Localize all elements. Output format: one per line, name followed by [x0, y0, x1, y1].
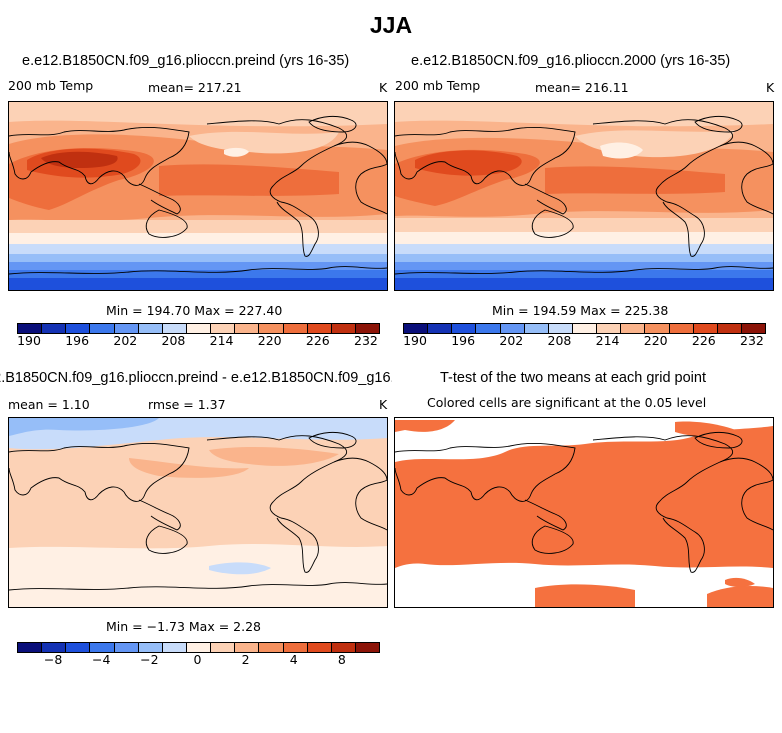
- colorbar-tick-label: −8: [43, 652, 63, 667]
- colorbar-swatch: [451, 324, 476, 333]
- coastlines: [9, 431, 387, 591]
- panel-title-diff-clip: e.e12.B1850CN.f09_g16.plioccn.preind - e…: [0, 370, 392, 390]
- colorbar-tick-label: 196: [65, 333, 90, 348]
- colorbar-swatch: [113, 324, 138, 333]
- colorbar-swatch: [18, 643, 42, 652]
- colorbar-2000: [403, 323, 766, 334]
- colorbar-swatch: [161, 324, 186, 333]
- colorbar-swatch: [65, 324, 90, 333]
- colorbar-tick-label: 202: [499, 333, 524, 348]
- colorbar-diff: [17, 642, 380, 653]
- units-label-diff: K: [379, 397, 388, 412]
- colorbar-swatch: [692, 324, 717, 333]
- colorbar-swatch: [427, 324, 452, 333]
- colorbar-swatch: [523, 324, 548, 333]
- colorbar-swatch: [137, 643, 162, 652]
- colorbar-tick-label: 226: [305, 333, 330, 348]
- colorbar-swatch: [404, 324, 428, 333]
- colorbar-swatch: [113, 643, 138, 652]
- figure-title: JJA: [369, 12, 413, 38]
- colorbar-swatch: [41, 643, 66, 652]
- colorbar-swatch: [354, 324, 380, 333]
- colorbar-swatch: [596, 324, 621, 333]
- minmax-diff: Min = −1.73 Max = 2.28: [106, 619, 261, 634]
- map-difference: [8, 417, 388, 608]
- minmax-2000: Min = 194.59 Max = 225.38: [492, 303, 669, 318]
- colorbar-tick-label: 8: [337, 652, 346, 667]
- colorbar-tick-label: −2: [140, 652, 159, 667]
- colorbar-tick-label: 232: [740, 333, 764, 348]
- minmax-preind: Min = 194.70 Max = 227.40: [106, 303, 283, 318]
- colorbar-swatch: [258, 324, 283, 333]
- colorbar-swatch: [282, 643, 307, 652]
- colorbar-swatch: [41, 324, 66, 333]
- colorbar-swatch: [330, 324, 355, 333]
- colorbar-swatch: [137, 324, 162, 333]
- coastlines: [9, 115, 387, 275]
- colorbar-swatch: [258, 643, 283, 652]
- colorbar-swatch: [282, 324, 307, 333]
- units-label-preind: K: [379, 80, 388, 95]
- colorbar-swatch: [716, 324, 741, 333]
- colorbar-swatch: [620, 324, 645, 333]
- variable-label-preind: 200 mb Temp: [8, 78, 94, 93]
- colorbar-swatch: [644, 324, 669, 333]
- colorbar-tick-label: −4: [92, 652, 111, 667]
- colorbar-tick-label: 190: [17, 333, 41, 348]
- colorbar-swatch: [330, 643, 355, 652]
- colorbar-tick-label: 196: [451, 333, 476, 348]
- colorbar-tick-label: 220: [643, 333, 668, 348]
- coastlines: [395, 115, 773, 275]
- colorbar-swatch: [306, 643, 331, 652]
- colorbar-tick-label: 0: [193, 652, 202, 667]
- colorbar-swatch: [234, 324, 259, 333]
- colorbar-tick-label: 214: [209, 333, 234, 348]
- map-ttest: [394, 417, 774, 608]
- coastlines: [395, 431, 773, 573]
- variable-label-2000: 200 mb Temp: [395, 78, 481, 93]
- colorbar-tick-label: 190: [403, 333, 427, 348]
- colorbar-swatch: [499, 324, 524, 333]
- panel-title-2000: e.e12.B1850CN.f09_g16.plioccn.2000 (yrs …: [411, 53, 731, 69]
- ttest-subtitle: Colored cells are significant at the 0.0…: [427, 395, 707, 410]
- colorbar-tick-label: 220: [257, 333, 282, 348]
- colorbar-swatch: [306, 324, 331, 333]
- units-label-2000: K: [766, 80, 775, 95]
- colorbar-tick-label: 214: [595, 333, 620, 348]
- map-2000: [394, 101, 774, 291]
- colorbar-tick-label: 202: [113, 333, 138, 348]
- colorbar-tick-label: 232: [354, 333, 378, 348]
- colorbar-swatch: [571, 324, 597, 333]
- panel-title-ttest: T-test of the two means at each grid poi…: [440, 370, 706, 386]
- colorbar-tick-label: 208: [161, 333, 186, 348]
- colorbar-swatch: [161, 643, 186, 652]
- colorbar-swatch: [740, 324, 766, 333]
- colorbar-swatch: [210, 324, 235, 333]
- colorbar-swatch: [89, 643, 114, 652]
- colorbar-swatch: [89, 324, 114, 333]
- map-preind: [8, 101, 388, 291]
- colorbar-swatch: [18, 324, 42, 333]
- colorbar-swatch: [185, 643, 211, 652]
- colorbar-swatch: [65, 643, 90, 652]
- colorbar-tick-label: 2: [241, 652, 250, 667]
- rmse-label-diff: rmse = 1.37: [148, 397, 226, 412]
- mean-label-2000: mean= 216.11: [535, 80, 629, 95]
- colorbar-swatch: [210, 643, 235, 652]
- colorbar-swatch: [354, 643, 380, 652]
- mean-label-diff: mean = 1.10: [8, 397, 90, 412]
- colorbar-swatch: [475, 324, 500, 333]
- panel-title-preind: e.e12.B1850CN.f09_g16.plioccn.preind (yr…: [22, 53, 350, 69]
- panel-title-diff: e.e12.B1850CN.f09_g16.plioccn.preind - e…: [0, 370, 392, 386]
- colorbar-swatch: [234, 643, 259, 652]
- colorbar-tick-label: 226: [691, 333, 716, 348]
- mean-label-preind: mean= 217.21: [148, 80, 242, 95]
- colorbar-tick-label: 208: [547, 333, 572, 348]
- colorbar-tick-label: 4: [289, 652, 298, 667]
- colorbar-swatch: [185, 324, 211, 333]
- colorbar-preind: [17, 323, 380, 334]
- colorbar-swatch: [668, 324, 693, 333]
- colorbar-swatch: [547, 324, 572, 333]
